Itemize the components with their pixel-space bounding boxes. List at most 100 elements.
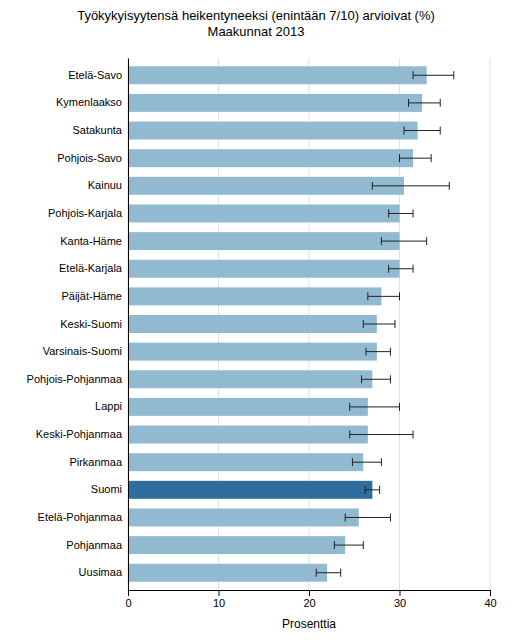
tick-label: 40 [484,597,496,609]
tick-label: Etelä-Karjala [59,262,123,274]
plot: 0 10 20 30 40 Etelä-Savo Kymenlaakso Satakunta P… [27,58,497,609]
x-axis: 0 10 20 30 40 [125,590,496,609]
error-bar [409,99,441,107]
x-axis-title: Prosenttia [282,617,336,631]
tick-mark [219,590,220,596]
tick-label: 0 [125,597,131,609]
error-bar [316,569,340,577]
error-bar [404,127,440,135]
tick-label: Kanta-Häme [60,235,122,247]
tick: Etelä-Pohjanmaa [38,511,128,523]
grid-line [128,58,129,590]
tick-label: Pohjois-Pohjanmaa [27,373,123,385]
title: Työkykyisyytensä heikentyneeksi (enintää… [77,8,435,39]
tick: 30 [394,590,406,609]
bar [128,94,422,112]
error-bar [413,71,454,79]
error-bar [365,486,379,494]
bar [128,508,359,526]
error-bar [366,348,390,356]
error-bar [389,265,413,273]
bar [128,122,418,140]
error-bar [361,375,390,383]
tick-label: Etelä-Pohjanmaa [38,511,123,523]
bar [128,287,381,305]
tick-label: 30 [394,597,406,609]
error-bar [363,320,395,328]
error-bar [372,182,449,190]
tick-label: Pirkanmaa [69,456,122,468]
error-bar [334,541,363,549]
bar [128,204,400,222]
tick-label: Kymenlaakso [56,96,122,108]
tick: 10 [213,590,225,609]
tick-mark [490,590,491,596]
bar [128,564,327,582]
tick-label: Kainuu [88,179,122,191]
error-bar [350,431,413,439]
bar [128,398,368,416]
bar [128,260,400,278]
tick-label: Päijät-Häme [61,290,122,302]
tick-label: Keski-Suomi [60,318,122,330]
tick: Lappi [95,400,128,412]
tick: Kainuu [88,179,128,191]
tick: Pirkanmaa [69,456,128,468]
tick-label: Pohjanmaa [66,539,123,551]
tick: 0 [125,590,131,609]
bar [128,177,404,195]
bar [128,66,427,84]
bar [128,426,368,444]
tick-label: Etelä-Savo [68,69,122,81]
error-bar [350,403,400,411]
bar [128,149,413,167]
grid [128,58,490,590]
chart: 0 10 20 30 40 Etelä-Savo Kymenlaakso Satakunta P… [0,0,512,640]
tick-label: Lappi [95,400,122,412]
bar [128,481,372,499]
y-axis: Etelä-Savo Kymenlaakso Satakunta Pohjois-Sa… [27,59,129,591]
tick-mark [400,590,401,596]
tick-label: 20 [303,597,315,609]
tick: 40 [484,590,496,609]
bar [128,315,377,333]
tick: Pohjois-Savo [57,152,128,164]
tick: Satakunta [72,124,128,136]
tick: Päijät-Häme [61,290,128,302]
tick-label: Keski-Pohjanmaa [36,428,123,440]
tick: Varsinais-Suomi [43,345,128,357]
tick-label: Uusimaa [79,566,123,578]
tick: Uusimaa [79,566,128,578]
tick: 20 [303,590,315,609]
tick: Suomi [91,483,128,495]
grid-line [490,58,491,590]
axis-line [129,591,491,597]
error-bar [381,237,426,245]
error-bar [389,209,413,217]
tick-mark [128,590,129,596]
error-bar [352,458,381,466]
tick-label: Suomi [91,483,122,495]
tick: Pohjois-Pohjanmaa [27,373,128,385]
error-bar [400,154,432,162]
tick-label: Varsinais-Suomi [43,345,122,357]
error-bar [345,513,390,521]
tick: Pohjanmaa [66,539,128,551]
tick-mark [309,590,310,596]
error-bar [368,292,400,300]
axis-line [128,59,129,591]
tick: Pohjois-Karjala [48,207,128,219]
bar [128,343,377,361]
tick-label: Satakunta [72,124,122,136]
tick-label: Pohjois-Karjala [48,207,123,219]
marks [128,66,454,581]
bar [128,370,372,388]
tick-label: Pohjois-Savo [57,152,122,164]
bar [128,453,363,471]
tick: Keski-Pohjanmaa [36,428,128,440]
tick: Etelä-Karjala [59,262,128,274]
tick: Kanta-Häme [60,235,128,247]
tick: Etelä-Savo [68,69,128,81]
tick: Kymenlaakso [56,96,128,108]
tick-label: 10 [213,597,225,609]
